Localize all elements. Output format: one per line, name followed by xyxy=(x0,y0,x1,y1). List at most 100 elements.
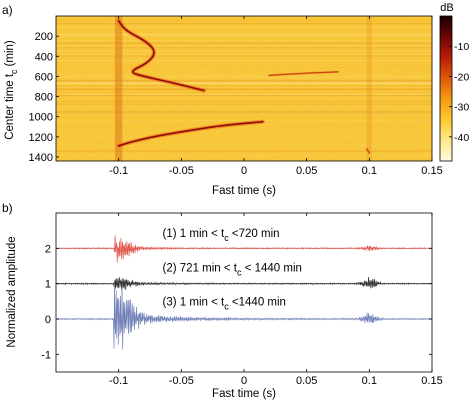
heatmap-band xyxy=(56,145,432,147)
heatmap-y-label: Center time tc (min) xyxy=(4,40,19,140)
heatmap-panel: -0.1 -0.05 0 0.05 0.1 0.15 200 400 600 800 1000 12… xyxy=(4,15,443,197)
heatmap-band xyxy=(56,82,432,85)
waveform-y-tick-label: 1 xyxy=(45,279,51,291)
heatmap-y-label-unit: (min) xyxy=(4,40,16,66)
heatmap-band xyxy=(56,113,432,115)
heatmap-band xyxy=(56,80,432,81)
heatmap-band xyxy=(56,81,432,83)
heatmap-y-tick-label: 800 xyxy=(35,92,53,104)
heatmap-band xyxy=(56,95,432,97)
heatmap-band xyxy=(56,33,432,36)
heatmap-band xyxy=(56,96,432,98)
waveform-traces xyxy=(55,235,433,350)
colorbar-tick-label: -10 xyxy=(454,41,469,53)
series-label-sub: c xyxy=(224,233,229,243)
heatmap-y-label-main: Center time t xyxy=(4,73,16,140)
heatmap-band xyxy=(56,25,432,27)
heatmap-x-tick-label: 0.1 xyxy=(362,165,377,177)
heatmap-band xyxy=(56,55,432,57)
heatmap-x-label: Fast time (s) xyxy=(212,185,276,197)
heatmap-band xyxy=(56,23,432,25)
heatmap-band xyxy=(56,35,432,37)
waveform-x-ticks: -0.1 -0.05 0 0.05 0.1 0.15 xyxy=(109,213,443,387)
series-label-main: (1) 1 min < t xyxy=(163,228,225,240)
waveform-x-tick-label: 0.15 xyxy=(421,375,442,387)
panel-b-label: b) xyxy=(2,201,13,215)
colorbar-gradient xyxy=(439,15,453,162)
heatmap-band xyxy=(56,82,432,84)
waveform-x-tick-label: 0.1 xyxy=(362,375,377,387)
heatmap-band xyxy=(56,67,432,68)
heatmap-band xyxy=(56,50,432,52)
waveform-x-tick-label: -0.1 xyxy=(109,375,128,387)
colorbar-label: dB xyxy=(440,2,453,14)
colorbar-tick-label: -40 xyxy=(454,132,469,144)
heatmap-band xyxy=(56,79,432,82)
waveform-series-labels: (1) 1 min < tc <720 min(2) 721 min < tc … xyxy=(163,228,302,312)
heatmap-band xyxy=(56,100,432,102)
heatmap-band xyxy=(56,47,432,49)
heatmap-band xyxy=(56,85,432,86)
heatmap-band xyxy=(56,79,432,81)
colorbar-tick-label: -20 xyxy=(454,71,469,83)
heatmap-band xyxy=(56,45,432,46)
heatmap-band xyxy=(56,54,432,56)
colorbar: dB -10 -20 -30 -40 xyxy=(439,2,469,162)
heatmap-band xyxy=(56,86,432,88)
heatmap-feature-arrival-1 xyxy=(117,20,205,92)
heatmap-x-tick-label: -0.05 xyxy=(169,165,194,177)
waveform-x-tick-label: 0 xyxy=(241,375,247,387)
heatmap-band xyxy=(56,92,432,94)
heatmap-band xyxy=(56,41,432,44)
heatmap-bands xyxy=(56,16,432,161)
heatmap-band xyxy=(56,155,432,156)
heatmap-band xyxy=(56,95,432,96)
heatmap-y-tick-label: 400 xyxy=(35,51,53,63)
colorbar-tick-label: -30 xyxy=(454,102,469,114)
waveform-trace xyxy=(55,235,433,263)
heatmap-y-tick-label: 200 xyxy=(35,31,53,43)
waveform-trace xyxy=(55,284,433,350)
heatmap-band xyxy=(56,120,432,121)
heatmap-strip xyxy=(366,16,372,161)
heatmap-band xyxy=(56,111,432,113)
heatmap-band xyxy=(56,110,432,112)
waveform-trace xyxy=(55,276,433,290)
series-label-sub: c xyxy=(237,267,242,277)
heatmap-x-tick-label: 0.15 xyxy=(421,165,442,177)
heatmap-texture xyxy=(56,16,432,161)
heatmap-band xyxy=(56,82,432,84)
heatmap-band xyxy=(56,111,432,113)
waveform-y-label: Normalized amplitude xyxy=(6,236,18,347)
waveform-panel: (1) 1 min < tc <720 min(2) 721 min < tc … xyxy=(6,212,443,400)
heatmap-band xyxy=(56,87,432,88)
heatmap-band xyxy=(56,130,432,132)
waveform-frame xyxy=(55,212,433,373)
colorbar-ticks: -10 -20 -30 -40 xyxy=(449,41,469,144)
heatmap-band xyxy=(56,88,432,90)
heatmap-y-ticks: 200 400 600 800 1000 1200 1400 xyxy=(29,31,59,164)
heatmap-band xyxy=(56,103,432,105)
heatmap-x-tick-label: 0.05 xyxy=(296,165,317,177)
heatmap-band xyxy=(56,74,432,76)
panel-a-label: a) xyxy=(2,3,13,17)
heatmap-band xyxy=(56,87,432,89)
waveform-x-tick-label: 0.05 xyxy=(296,375,317,387)
series-label-main: (3) 1 min < t xyxy=(163,297,225,309)
heatmap-band xyxy=(56,27,432,28)
waveform-series-label: (2) 721 min < tc < 1440 min xyxy=(163,262,302,277)
heatmap-band xyxy=(56,93,432,96)
heatmap-band xyxy=(56,112,432,114)
heatmap-band xyxy=(56,154,432,156)
heatmap-band xyxy=(56,40,432,42)
heatmap-y-tick-label: 1000 xyxy=(29,112,53,124)
series-label-main: (2) 721 min < t xyxy=(163,262,238,274)
heatmap-feature-arrival-4 xyxy=(366,148,370,154)
heatmap-band xyxy=(56,76,432,79)
heatmap-band xyxy=(56,150,432,152)
heatmap-x-tick-label: -0.1 xyxy=(109,165,128,177)
heatmap-feature-arrival-3 xyxy=(268,71,339,76)
heatmap-band xyxy=(56,88,432,91)
